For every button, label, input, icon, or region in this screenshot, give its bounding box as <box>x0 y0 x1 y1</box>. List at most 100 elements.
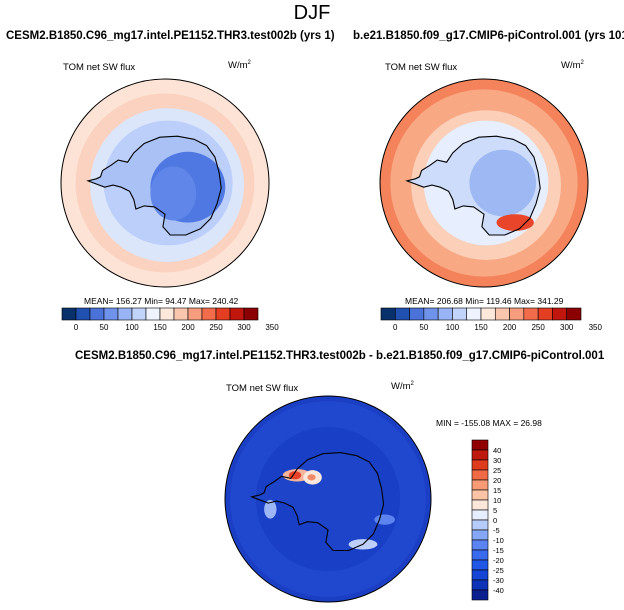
colorbar-swatch <box>471 439 489 451</box>
colorbar-swatch <box>229 307 245 321</box>
polar-map-2 <box>379 78 589 288</box>
panel-3-title: CESM2.B1850.C96_mg17.intel.PE1152.THR3.t… <box>75 350 605 362</box>
colorbar-swatch <box>471 569 489 581</box>
colorbar-tick-label: -25 <box>493 566 504 575</box>
colorbar-swatch <box>480 307 496 321</box>
colorbar-tick-label: 40 <box>493 446 501 455</box>
colorbar-swatch <box>437 307 453 321</box>
colorbar-tick-label: 300 <box>560 323 574 332</box>
colorbar-tick-label: 20 <box>493 476 501 485</box>
colorbar-swatch <box>201 307 217 321</box>
map-border <box>60 78 270 288</box>
colorbar-tick-label: 150 <box>153 323 167 332</box>
colorbar-tick-label: 350 <box>265 323 279 332</box>
colorbar-tick-label: 350 <box>589 323 603 332</box>
colorbar-swatch <box>243 307 259 321</box>
colorbar-swatch <box>394 307 410 321</box>
season-title: DJF <box>293 2 331 24</box>
colorbar-swatch <box>173 307 189 321</box>
map-border <box>224 395 432 603</box>
colorbar-swatch <box>215 307 231 321</box>
colorbar-tick-label: -5 <box>493 526 500 535</box>
colorbar-swatch <box>117 307 133 321</box>
panel-1-field-label: TOM net SW flux <box>63 62 136 73</box>
colorbar-tick-label: 200 <box>181 323 195 332</box>
colorbar-tick-label: 300 <box>237 323 251 332</box>
coastline <box>405 135 541 236</box>
colorbar-tick-label: 0 <box>393 323 398 332</box>
colorbar-tick-label: -30 <box>493 576 504 585</box>
colorbar-tick-label: 100 <box>125 323 139 332</box>
panel-1-stats: MEAN= 156.27 Min= 94.47 Max= 240.42 <box>84 296 239 306</box>
colorbar-swatch <box>471 479 489 491</box>
colorbar-tick-label: 5 <box>493 506 497 515</box>
colorbar-swatch <box>471 489 489 501</box>
colorbar-tick-label: 0 <box>493 516 497 525</box>
panel-1-units: W/m2 <box>228 60 251 72</box>
colorbar-swatch <box>537 307 553 321</box>
panel-2-units: W/m2 <box>561 60 584 72</box>
colorbar-tick-label: -15 <box>493 546 504 555</box>
colorbar-swatch <box>89 307 105 321</box>
colorbar-swatch <box>471 579 489 591</box>
colorbar-1: 0 50 100 150 200 250 300 350 <box>61 307 279 332</box>
colorbar-swatch <box>131 307 147 321</box>
colorbar-swatch <box>471 449 489 461</box>
colorbar-swatch <box>494 307 510 321</box>
colorbar-swatch <box>423 307 439 321</box>
colorbar-swatch <box>409 307 425 321</box>
anomaly-patch-3 <box>307 474 316 481</box>
colorbar-tick-label: -20 <box>493 556 504 565</box>
panel-3-stats: MIN = -155.08 MAX = 26.98 <box>436 418 542 428</box>
colorbar-swatch <box>471 459 489 471</box>
anomaly-patch-6 <box>374 514 395 525</box>
colorbar-swatch <box>471 499 489 511</box>
colorbar-swatch <box>471 589 489 601</box>
colorbar-swatch <box>466 307 482 321</box>
panel-3-units: W/m2 <box>391 381 414 393</box>
coastline <box>86 135 222 236</box>
anomaly-patch-1 <box>496 214 534 231</box>
map-border <box>379 78 589 288</box>
colorbar-swatch <box>471 559 489 571</box>
colorbar-swatch <box>75 307 91 321</box>
colorbar-tick-label: 30 <box>493 456 501 465</box>
colorbar-swatch <box>61 307 77 321</box>
colorbar-swatch <box>471 539 489 551</box>
colorbar-swatch <box>380 307 396 321</box>
colorbar-swatch <box>471 469 489 481</box>
colorbar-tick-label: 15 <box>493 486 501 495</box>
panel-2-field-label: TOM net SW flux <box>385 62 458 73</box>
panel-2-title: b.e21.B1850.f09_g17.CMIP6-piControl.001 … <box>353 30 624 42</box>
colorbar-swatch <box>509 307 525 321</box>
colorbar-swatch <box>159 307 175 321</box>
panel-2-stats: MEAN= 206.68 Min= 119.46 Max= 341.29 <box>405 296 564 306</box>
anomaly-patch-4 <box>264 500 277 519</box>
colorbar-swatch <box>471 519 489 531</box>
colorbar-tick-label: 250 <box>209 323 223 332</box>
colorbar-swatch <box>452 307 468 321</box>
panel-3-field-label: TOM net SW flux <box>226 383 299 394</box>
colorbar-tick-label: -40 <box>493 586 504 595</box>
colorbar-swatch <box>471 509 489 521</box>
colorbar-tick-label: 10 <box>493 496 501 505</box>
colorbar-swatch <box>187 307 203 321</box>
colorbar-tick-label: 0 <box>74 323 79 332</box>
colorbar-tick-label: 150 <box>474 323 488 332</box>
colorbar-tick-label: 25 <box>493 466 501 475</box>
colorbar-swatch <box>552 307 568 321</box>
colorbar-tick-label: 250 <box>531 323 545 332</box>
colorbar-tick-label: 200 <box>503 323 517 332</box>
coastline <box>249 452 385 552</box>
anomaly-patch-0 <box>469 149 536 217</box>
panel-1-title: CESM2.B1850.C96_mg17.intel.PE1152.THR3.t… <box>6 30 335 42</box>
colorbar-swatch <box>103 307 119 321</box>
colorbar-swatch <box>471 549 489 561</box>
colorbar-tick-label: 100 <box>446 323 460 332</box>
colorbar-swatch <box>145 307 161 321</box>
colorbar-swatch <box>471 529 489 541</box>
polar-map-3 <box>224 395 432 603</box>
anomaly-patch-1 <box>150 166 197 221</box>
